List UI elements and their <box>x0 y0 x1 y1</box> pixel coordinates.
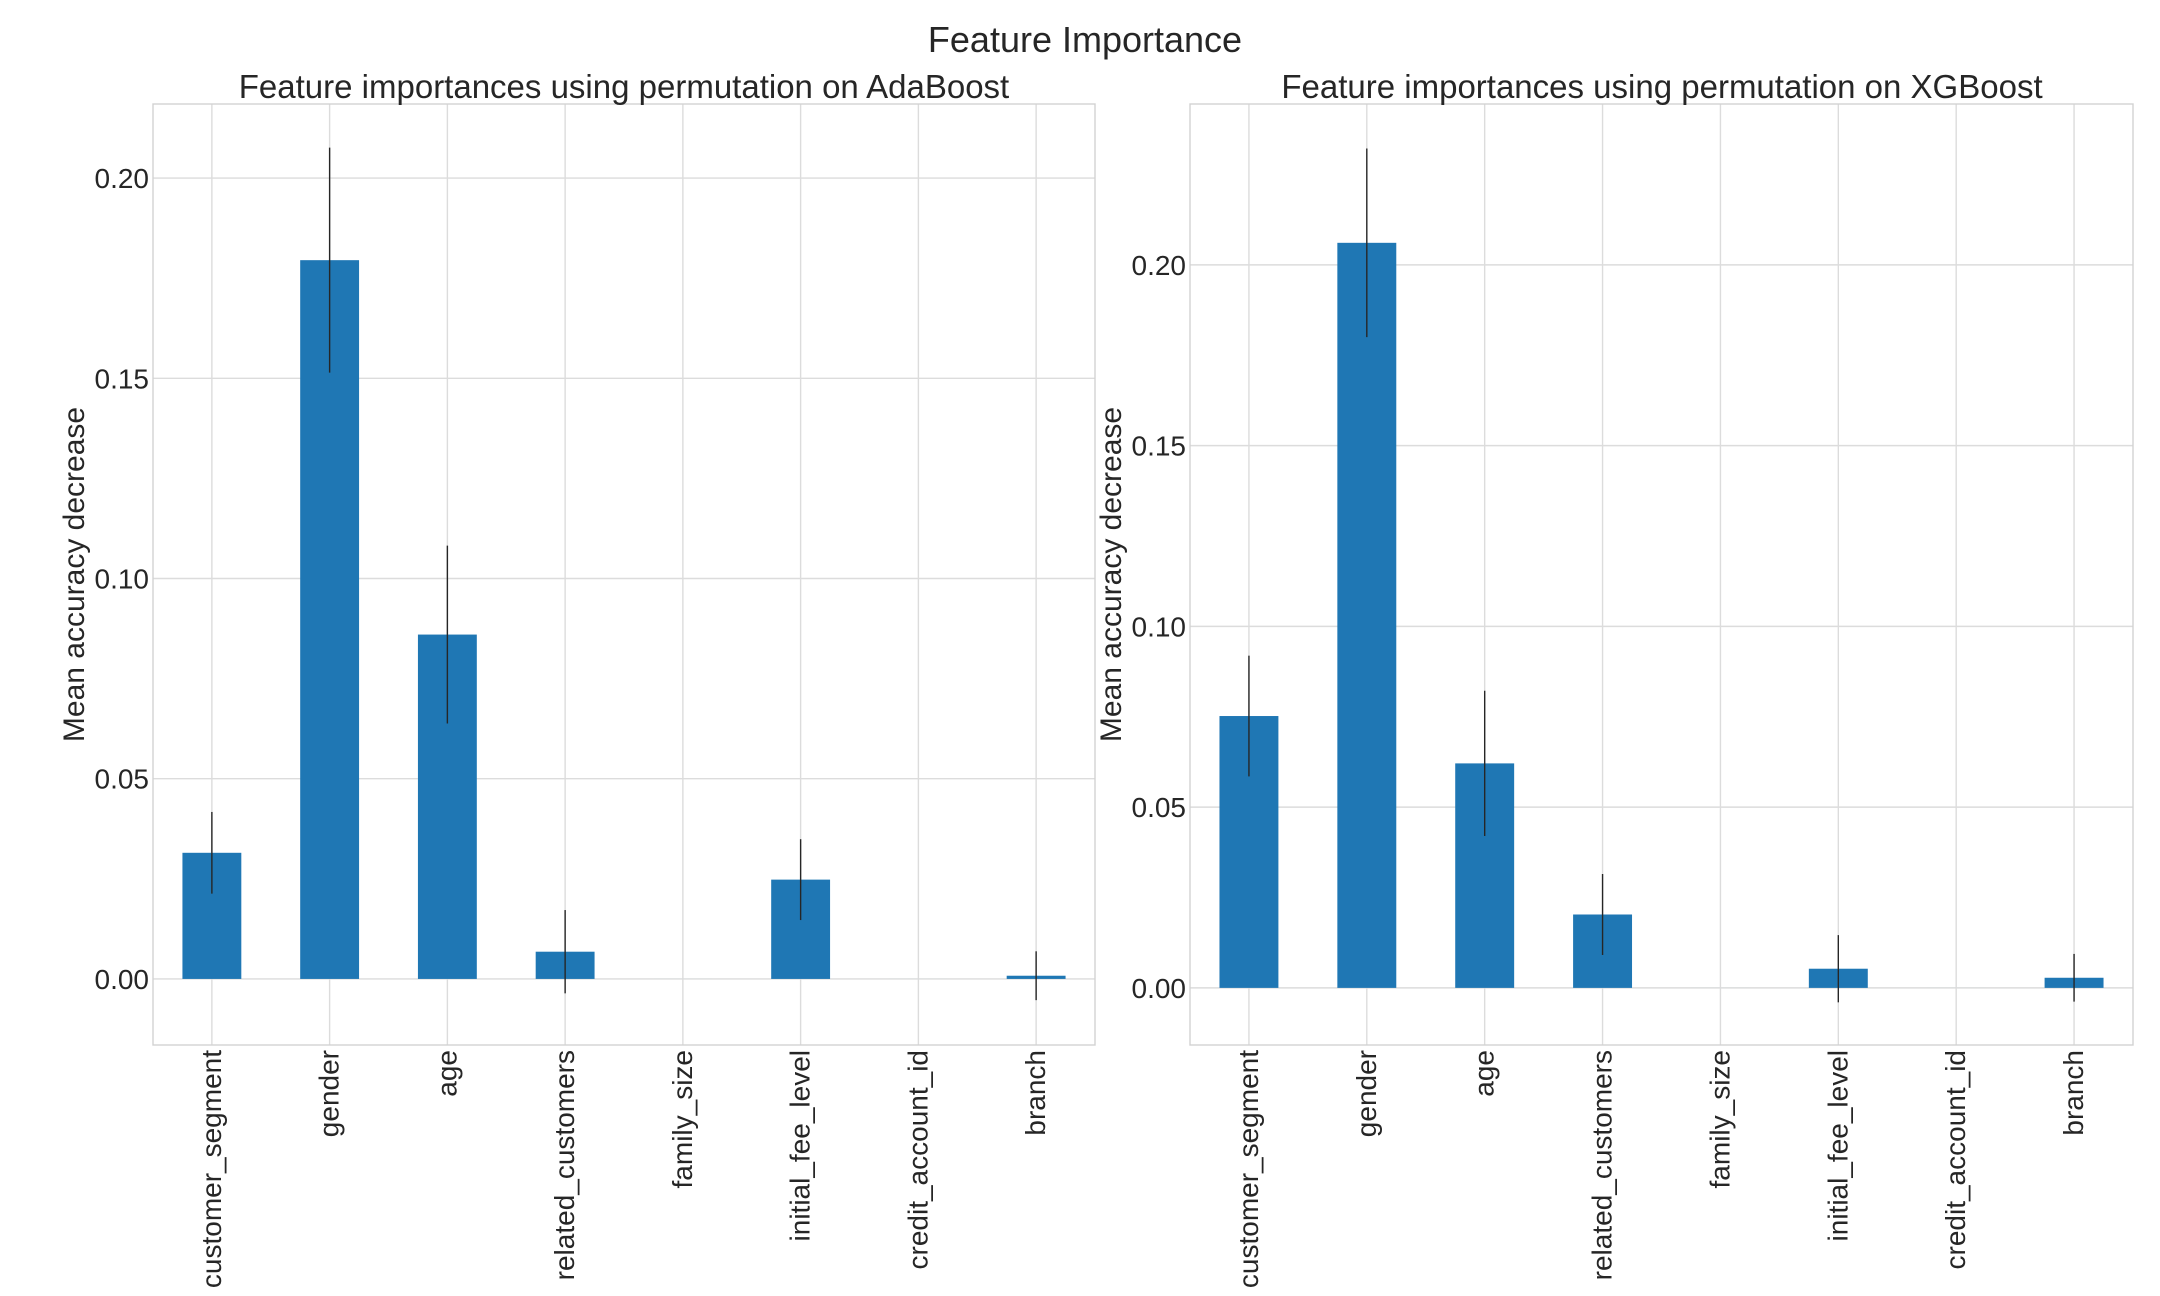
adaboost-y-axis-label: Mean accuracy decrease <box>58 407 91 742</box>
adaboost-error-bars <box>211 147 1037 1001</box>
adaboost-y-tick-label: 0.05 <box>95 764 150 795</box>
adaboost-x-tick-label-gender: gender <box>314 1050 345 1137</box>
adaboost-x-tick-label-credit-account-id: credit_account_id <box>902 1050 933 1269</box>
adaboost-bar-gender <box>300 260 360 979</box>
xgboost-y-tick-label: 0.00 <box>1132 973 1187 1004</box>
xgboost-y-ticks: 0.00 0.05 0.10 0.15 0.20 <box>1132 250 1187 1004</box>
adaboost-x-tick-label-age: age <box>431 1050 462 1097</box>
adaboost-x-tick-label-related-customers: related_customers <box>549 1050 580 1280</box>
xgboost-x-tick-label-age: age <box>1469 1050 1500 1097</box>
figure-title: Feature Importance <box>928 19 1242 60</box>
adaboost-x-ticks: customer_segment gender age related_custome… <box>196 1050 1051 1288</box>
xgboost-x-tick-label-credit-account-id: credit_account_id <box>1940 1050 1971 1269</box>
xgboost-y-axis-label: Mean accuracy decrease <box>1095 407 1128 742</box>
adaboost-y-tick-label: 0.20 <box>95 163 150 194</box>
chart-xgboost: 0.00 0.05 0.10 0.15 0.20 customer_segment gen… <box>1095 68 2134 1288</box>
chart-adaboost: 0.00 0.05 0.10 0.15 0.20 customer_segment gen… <box>58 68 1096 1288</box>
adaboost-y-tick-label: 0.00 <box>95 964 150 995</box>
xgboost-y-tick-label: 0.05 <box>1132 792 1187 823</box>
xgboost-x-tick-label-gender: gender <box>1351 1050 1382 1137</box>
adaboost-y-ticks: 0.00 0.05 0.10 0.15 0.20 <box>95 163 150 995</box>
xgboost-x-tick-label-family-size: family_size <box>1704 1050 1735 1188</box>
adaboost-axes-frame <box>152 103 1096 1046</box>
xgboost-axes-frame <box>1189 103 2134 1046</box>
xgboost-y-tick-label: 0.20 <box>1132 250 1187 281</box>
xgboost-x-tick-label-branch: branch <box>2058 1050 2089 1136</box>
adaboost-y-tick-label: 0.10 <box>95 564 150 595</box>
adaboost-y-tick-label: 0.15 <box>95 363 150 394</box>
adaboost-x-tick-label-branch: branch <box>1020 1050 1051 1136</box>
xgboost-error-bars <box>1248 148 2075 1003</box>
xgboost-y-tick-label: 0.15 <box>1132 431 1187 462</box>
xgboost-x-tick-label-initial-fee-level: initial_fee_level <box>1822 1050 1853 1241</box>
xgboost-y-tick-label: 0.10 <box>1132 611 1187 642</box>
adaboost-x-tick-label-family-size: family_size <box>667 1050 698 1188</box>
adaboost-x-tick-label-customer-segment: customer_segment <box>196 1050 227 1288</box>
xgboost-title: Feature importances using permutation on… <box>1281 68 2042 105</box>
adaboost-x-tick-label-initial-fee-level: initial_fee_level <box>785 1050 816 1241</box>
xgboost-x-ticks: customer_segment gender age related_custome… <box>1233 1050 2089 1288</box>
adaboost-title: Feature importances using permutation on… <box>239 68 1009 105</box>
xgboost-x-tick-label-customer-segment: customer_segment <box>1233 1050 1264 1288</box>
xgboost-bar-gender <box>1337 242 1397 988</box>
xgboost-x-tick-label-related-customers: related_customers <box>1587 1050 1618 1280</box>
